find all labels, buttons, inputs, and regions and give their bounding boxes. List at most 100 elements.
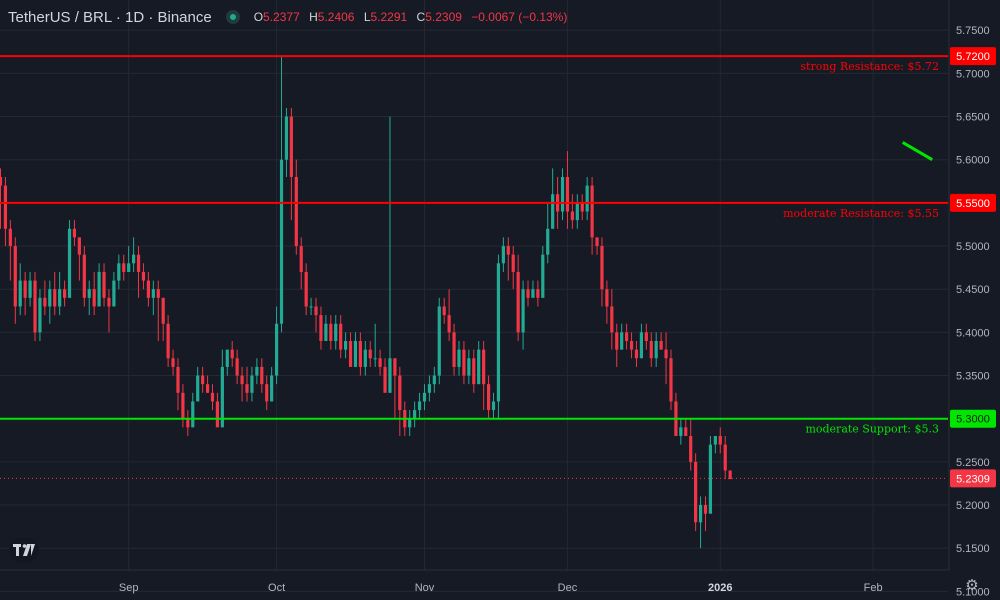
candle-body [358, 341, 362, 367]
candle-body [639, 332, 643, 359]
candle [625, 323, 629, 350]
candle-body [575, 202, 579, 221]
y-tick-label: 5.7000 [956, 68, 990, 80]
candle-body [156, 289, 160, 298]
candle-body [437, 306, 441, 376]
candle [698, 496, 703, 549]
candles [0, 56, 732, 549]
candle [639, 323, 643, 359]
candle [18, 263, 22, 316]
candle [526, 280, 530, 307]
candle [289, 107, 293, 221]
candle [191, 392, 195, 428]
candle [580, 194, 584, 221]
candle-body [536, 289, 540, 298]
candle-body [482, 349, 486, 385]
price-badge-bg [950, 469, 996, 488]
candle [684, 418, 688, 436]
candle [570, 194, 574, 229]
candle-body [107, 297, 111, 307]
candle-body [23, 280, 27, 298]
candle-body [521, 289, 525, 333]
candle-body [496, 263, 501, 402]
candle-body [620, 332, 624, 350]
candle-body [728, 470, 732, 480]
candle [48, 280, 52, 324]
candle [536, 280, 540, 307]
candle [452, 323, 456, 376]
candle-body [220, 366, 224, 428]
candle-body [501, 246, 505, 264]
candle [53, 271, 57, 316]
candle [250, 366, 254, 402]
candle-body [393, 358, 397, 376]
candle-body [432, 375, 436, 385]
candle-body [38, 297, 42, 333]
candle [477, 341, 481, 385]
candle [575, 194, 579, 229]
trend-line [901, 141, 934, 162]
candle-body [299, 246, 303, 272]
candle [265, 375, 269, 411]
candle [319, 306, 323, 350]
candle [408, 410, 412, 436]
candle-body [289, 116, 293, 177]
candle [546, 202, 550, 264]
candle [8, 220, 12, 281]
price-levels: strong Resistance: $5.72 moderate Resista… [0, 55, 948, 479]
candle-body [117, 263, 121, 281]
candle [260, 358, 264, 393]
candle-body [13, 246, 17, 307]
candle-body [87, 289, 91, 298]
candle-body [112, 280, 116, 307]
candle [230, 341, 234, 367]
candle [196, 366, 200, 402]
candle [501, 237, 505, 272]
candle-body [698, 505, 703, 523]
candle [132, 237, 136, 272]
candle-body [541, 254, 545, 298]
symbol-title[interactable]: TetherUS / BRL · 1D · Binance [8, 8, 212, 26]
tradingview-logo-icon[interactable] [9, 537, 39, 563]
candle-body [472, 358, 476, 385]
candle-body [442, 306, 446, 316]
candle [62, 280, 67, 307]
x-tick-label: Dec [558, 582, 578, 594]
candle [67, 220, 72, 298]
candle [482, 341, 486, 411]
candle-body [694, 461, 698, 523]
candle-body [18, 280, 22, 307]
price-badge-text: 5.5500 [956, 198, 990, 210]
x-tick-label: Feb [864, 582, 883, 594]
candle-body [551, 194, 555, 229]
gear-icon[interactable]: ⚙ [965, 577, 979, 594]
candle [713, 435, 717, 454]
candle [427, 375, 432, 402]
candle [654, 332, 658, 367]
candle-body [368, 349, 372, 359]
price-badge-text: 5.2309 [956, 473, 990, 485]
low-label: L [363, 10, 371, 24]
candle [324, 315, 328, 342]
candle [585, 176, 589, 221]
price-badge: 5.2309 [950, 469, 996, 488]
candle-body [33, 280, 37, 333]
candle-body [339, 323, 343, 350]
candle-body [215, 401, 220, 428]
candle [462, 341, 466, 385]
candle-body [201, 375, 205, 385]
candle-body [230, 349, 234, 359]
candle-body [97, 271, 101, 307]
support-label: moderate Support: $5.3 [805, 423, 939, 436]
candle [486, 375, 491, 419]
candle [457, 341, 461, 376]
candle [240, 366, 244, 402]
candle [122, 254, 126, 281]
candle [38, 289, 42, 342]
candle [215, 392, 220, 428]
candle [551, 168, 555, 229]
candle [156, 280, 160, 342]
candle-body [649, 341, 653, 359]
candle-body [334, 323, 338, 342]
